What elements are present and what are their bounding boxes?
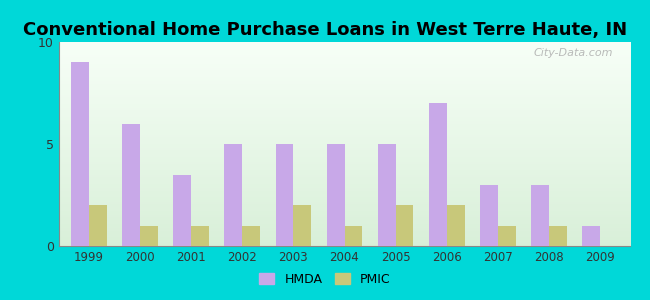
Bar — [276, 144, 293, 246]
Bar — [378, 144, 396, 246]
Legend: HMDA, PMIC: HMDA, PMIC — [254, 268, 396, 291]
Bar — [122, 124, 140, 246]
Bar — [582, 226, 600, 246]
Bar — [174, 175, 191, 246]
Bar — [447, 205, 465, 246]
Bar — [344, 226, 363, 246]
Bar — [396, 205, 413, 246]
Bar — [224, 144, 242, 246]
Bar — [429, 103, 447, 246]
Text: Conventional Home Purchase Loans in West Terre Haute, IN: Conventional Home Purchase Loans in West… — [23, 21, 627, 39]
Bar — [293, 205, 311, 246]
Bar — [531, 185, 549, 246]
Bar — [498, 226, 515, 246]
Bar — [549, 226, 567, 246]
Bar — [72, 62, 89, 246]
Bar — [326, 144, 344, 246]
Bar — [191, 226, 209, 246]
Bar — [242, 226, 260, 246]
Bar — [89, 205, 107, 246]
Bar — [140, 226, 158, 246]
Bar — [480, 185, 498, 246]
Text: City-Data.com: City-Data.com — [534, 48, 614, 58]
